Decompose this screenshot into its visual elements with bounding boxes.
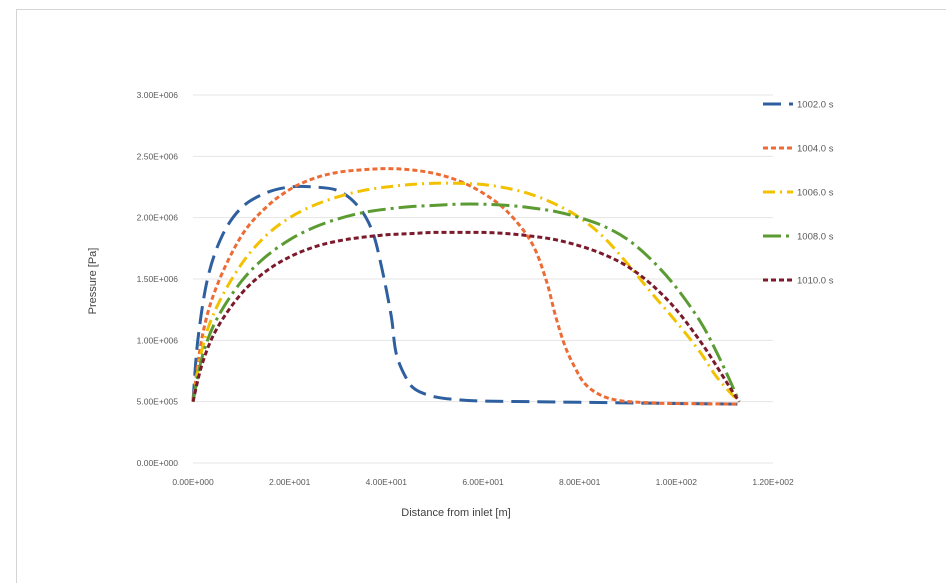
x-tick-label: 1.00E+002 [656, 477, 698, 487]
legend-label-1: 1002.0 s [797, 100, 834, 111]
gridlines [193, 94, 773, 464]
x-tick-label: 8.00E+001 [559, 477, 601, 487]
y-axis-title: Pressure [Pa] [87, 248, 99, 315]
chart-frame [16, 9, 946, 583]
y-axis-ticks: 0.00E+000 5.00E+005 1.00E+006 1.50E+006 2.00… [137, 90, 179, 468]
x-tick-label: 4.00E+001 [366, 477, 408, 487]
x-tick-label: 2.00E+001 [269, 477, 311, 487]
legend-label-4: 1008.0 s [797, 232, 834, 243]
y-tick-label: 1.50E+006 [137, 274, 179, 284]
legend-label-2: 1004.0 s [797, 144, 834, 155]
series-line-1 [191, 184, 740, 406]
x-tick-label: 6.00E+001 [462, 477, 504, 487]
x-tick-label: 1.20E+002 [752, 477, 794, 487]
series-line-5 [191, 230, 741, 403]
y-tick-label: 1.00E+006 [137, 335, 179, 345]
series-line-2 [191, 167, 740, 406]
series-line-4 [191, 202, 741, 403]
legend: 1002.0 s 1004.0 s 1006.0 s 1008.0 s 1010.0 s [763, 100, 834, 287]
y-tick-label: 3.00E+006 [137, 90, 179, 100]
y-tick-label: 5.00E+005 [137, 397, 179, 407]
x-axis-ticks: 0.00E+000 2.00E+001 4.00E+001 6.00E+001 8.00… [172, 477, 794, 487]
series-line-3 [191, 181, 741, 403]
legend-label-3: 1006.0 s [797, 188, 834, 199]
x-tick-label: 0.00E+000 [172, 477, 214, 487]
x-axis-title: Distance from inlet [m] [401, 507, 510, 519]
legend-label-5: 1010.0 s [797, 276, 834, 287]
series-lines [191, 167, 741, 406]
y-tick-label: 2.00E+006 [137, 213, 179, 223]
y-tick-label: 2.50E+006 [137, 151, 179, 161]
y-tick-label: 0.00E+000 [137, 458, 179, 468]
